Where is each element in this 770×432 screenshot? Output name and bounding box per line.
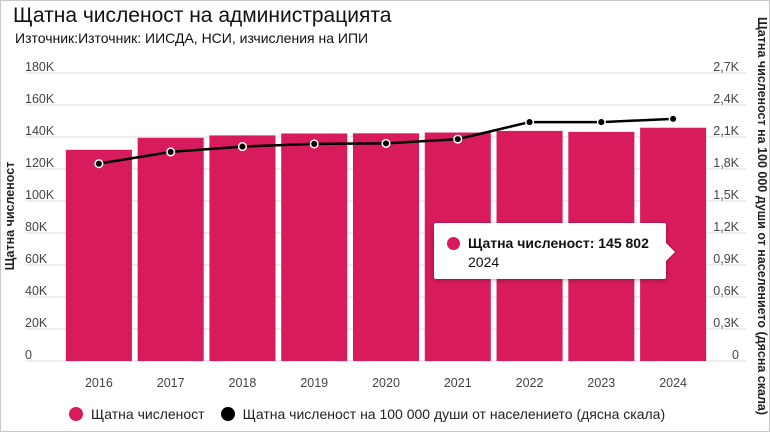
x-tick-label: 2018 <box>229 376 257 390</box>
y-tick-label: 40K <box>25 284 48 298</box>
chart-subtitle: Източник:Източник: ИИСДА, НСИ, изчислени… <box>15 30 369 46</box>
legend-swatch-bars <box>69 407 83 421</box>
legend-label-bars: Щатна численост <box>91 406 205 422</box>
y-tick-label: 60K <box>25 252 48 266</box>
bar <box>352 133 420 361</box>
y-right-axis-title: Щатна численост на 100 000 души от насел… <box>755 17 769 415</box>
legend-item-line[interactable]: Щатна численост на 100 000 души от насел… <box>220 406 666 422</box>
line-point <box>453 134 463 144</box>
line-point <box>309 139 319 149</box>
line-point <box>525 117 535 127</box>
x-tick-label: 2022 <box>516 376 544 390</box>
y-right-tick-label: 1,5K <box>713 188 739 202</box>
y-right-tick-label: 0,9K <box>713 252 739 266</box>
y-tick-label: 80K <box>25 220 48 234</box>
line-point <box>381 138 391 148</box>
y-right-tick-label: 0,3K <box>713 316 739 330</box>
y-right-tick-label: 0 <box>732 348 739 362</box>
y-tick-label: 120K <box>25 156 55 170</box>
y-tick-label: 20K <box>25 316 48 330</box>
legend-item-bars[interactable]: Щатна численост <box>69 406 205 422</box>
y-right-tick-label: 0,6K <box>713 284 739 298</box>
y-tick-label: 160K <box>25 92 55 106</box>
y-right-tick-label: 2,7K <box>713 60 739 74</box>
chart-tooltip: Щатна численост: 145 802 2024 <box>434 223 675 279</box>
y-right-tick-label: 1,2K <box>713 220 739 234</box>
bar <box>209 135 276 361</box>
legend-label-line: Щатна численост на 100 000 души от насел… <box>242 406 666 422</box>
y-right-tick-label: 2,4K <box>713 92 739 106</box>
chart-legend: Щатна численост Щатна численост на 100 0… <box>69 406 681 422</box>
line-point <box>166 147 176 157</box>
legend-swatch-line <box>220 407 235 421</box>
bar <box>137 137 204 361</box>
line-point <box>596 117 606 127</box>
x-tick-label: 2016 <box>85 376 113 390</box>
tooltip-arrow <box>666 243 675 261</box>
line-point <box>237 142 247 152</box>
y-tick-label: 0 <box>25 348 32 362</box>
tooltip-year: 2024 <box>468 254 500 270</box>
line-point <box>94 159 104 169</box>
x-tick-label: 2024 <box>659 376 687 390</box>
y-right-tick-label: 2,1K <box>713 124 739 138</box>
bar <box>281 133 348 361</box>
chart-title: Щатна численост на администрацията <box>13 4 392 27</box>
y-axis-title: Щатна численост <box>3 162 17 271</box>
x-tick-label: 2019 <box>300 376 328 390</box>
x-tick-label: 2017 <box>157 376 185 390</box>
x-tick-label: 2020 <box>372 376 400 390</box>
y-tick-label: 100K <box>25 188 55 202</box>
tooltip-series-dot <box>447 237 460 250</box>
y-right-tick-label: 1,8K <box>713 156 739 170</box>
y-tick-label: 140K <box>25 124 55 138</box>
bar <box>65 149 132 361</box>
x-tick-label: 2021 <box>444 376 472 390</box>
y-tick-label: 180K <box>25 60 55 74</box>
x-tick-label: 2023 <box>587 376 615 390</box>
line-point <box>668 114 678 124</box>
tooltip-value: Щатна численост: 145 802 <box>468 235 649 251</box>
